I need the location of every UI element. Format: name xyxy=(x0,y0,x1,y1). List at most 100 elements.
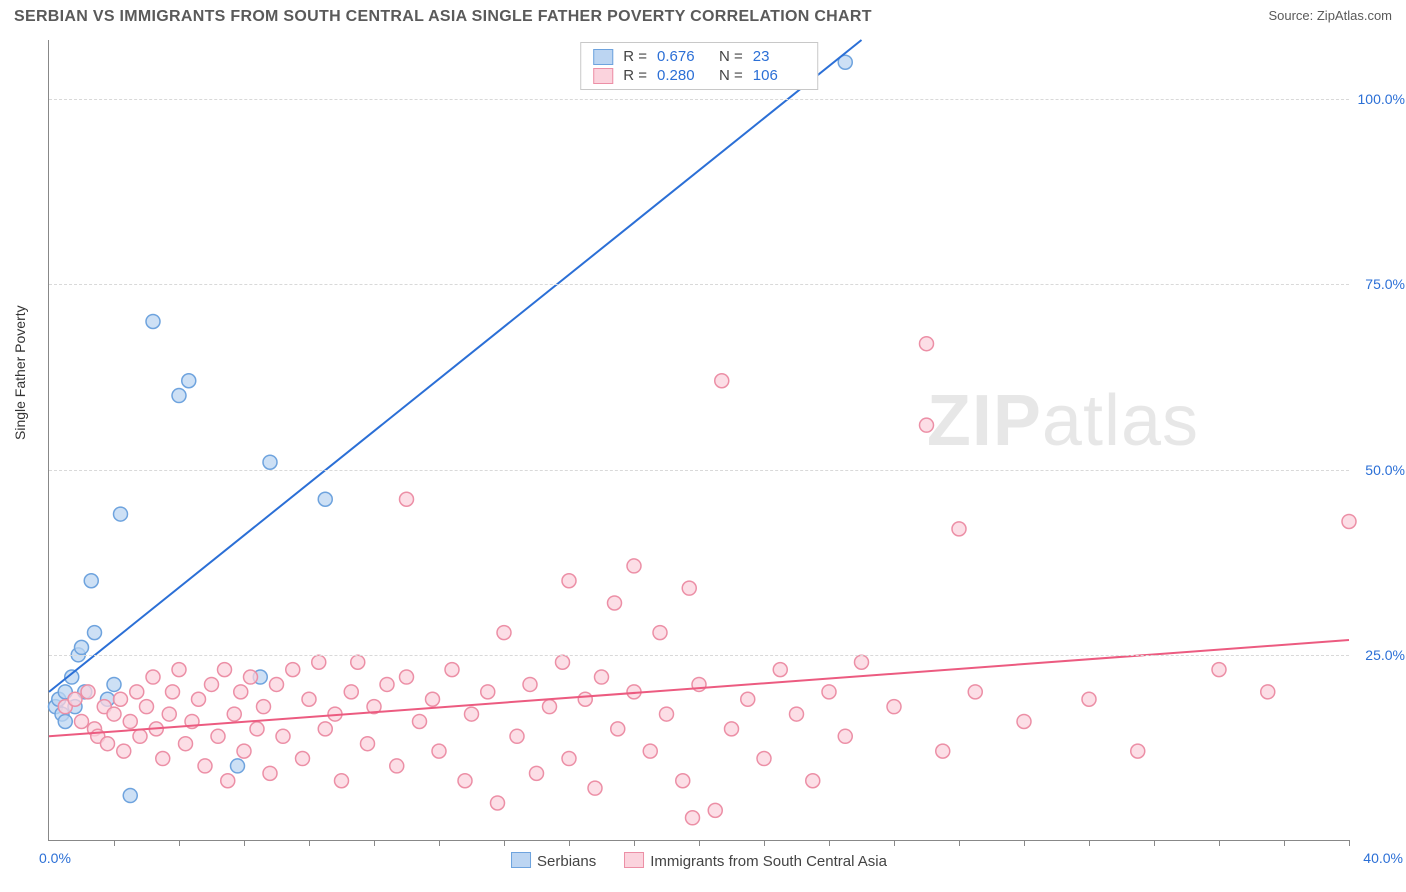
x-tick xyxy=(114,840,115,846)
data-point xyxy=(855,655,869,669)
data-point xyxy=(481,685,495,699)
gridline xyxy=(49,655,1349,656)
legend-swatch xyxy=(624,852,644,868)
data-point xyxy=(192,692,206,706)
data-point xyxy=(244,670,258,684)
data-point xyxy=(380,677,394,691)
title-bar: SERBIAN VS IMMIGRANTS FROM SOUTH CENTRAL… xyxy=(0,0,1406,30)
data-point xyxy=(133,729,147,743)
data-point xyxy=(627,559,641,573)
x-min-label: 0.0% xyxy=(39,850,71,866)
legend-swatch xyxy=(511,852,531,868)
x-tick xyxy=(829,840,830,846)
data-point xyxy=(318,492,332,506)
n-value: 106 xyxy=(753,67,805,84)
data-point xyxy=(335,774,349,788)
data-point xyxy=(276,729,290,743)
data-point xyxy=(81,685,95,699)
data-point xyxy=(608,596,622,610)
data-point xyxy=(465,707,479,721)
data-point xyxy=(952,522,966,536)
data-point xyxy=(920,337,934,351)
data-point xyxy=(838,729,852,743)
gridline xyxy=(49,99,1349,100)
data-point xyxy=(75,640,89,654)
data-point xyxy=(234,685,248,699)
data-point xyxy=(270,677,284,691)
data-point xyxy=(968,685,982,699)
data-point xyxy=(715,374,729,388)
data-point xyxy=(140,700,154,714)
data-point xyxy=(179,737,193,751)
data-point xyxy=(296,752,310,766)
data-point xyxy=(146,670,160,684)
data-point xyxy=(725,722,739,736)
data-point xyxy=(556,655,570,669)
x-tick xyxy=(179,840,180,846)
data-point xyxy=(562,752,576,766)
data-point xyxy=(107,677,121,691)
data-point xyxy=(1261,685,1275,699)
x-tick xyxy=(439,840,440,846)
data-point xyxy=(166,685,180,699)
data-point xyxy=(75,714,89,728)
r-value: 0.280 xyxy=(657,67,709,84)
data-point xyxy=(231,759,245,773)
x-tick xyxy=(699,840,700,846)
data-point xyxy=(156,752,170,766)
x-tick xyxy=(764,840,765,846)
data-point xyxy=(1082,692,1096,706)
data-point xyxy=(530,766,544,780)
data-point xyxy=(312,655,326,669)
data-point xyxy=(822,685,836,699)
n-label: N = xyxy=(719,67,743,84)
plot-area: ZIPatlas R =0.676N =23R =0.280N =106 Ser… xyxy=(48,40,1349,841)
x-tick xyxy=(1219,840,1220,846)
gridline xyxy=(49,470,1349,471)
x-tick xyxy=(1024,840,1025,846)
x-tick xyxy=(1154,840,1155,846)
data-point xyxy=(445,663,459,677)
x-tick xyxy=(504,840,505,846)
legend-series-label: Serbians xyxy=(537,853,596,870)
data-point xyxy=(887,700,901,714)
data-point xyxy=(344,685,358,699)
data-point xyxy=(390,759,404,773)
data-point xyxy=(510,729,524,743)
data-point xyxy=(172,389,186,403)
y-tick-label: 50.0% xyxy=(1365,462,1405,478)
data-point xyxy=(263,455,277,469)
n-value: 23 xyxy=(753,48,805,65)
data-point xyxy=(660,707,674,721)
data-point xyxy=(653,626,667,640)
data-point xyxy=(497,626,511,640)
data-point xyxy=(1131,744,1145,758)
data-point xyxy=(806,774,820,788)
x-max-label: 40.0% xyxy=(1363,850,1403,866)
data-point xyxy=(682,581,696,595)
data-point xyxy=(172,663,186,677)
x-tick xyxy=(1089,840,1090,846)
legend-correlation-row: R =0.280N =106 xyxy=(593,66,805,85)
data-point xyxy=(523,677,537,691)
data-point xyxy=(351,655,365,669)
scatter-svg xyxy=(49,40,1349,840)
data-point xyxy=(920,418,934,432)
n-label: N = xyxy=(719,48,743,65)
plot-wrap: Single Father Poverty ZIPatlas R =0.676N… xyxy=(48,40,1388,840)
r-label: R = xyxy=(623,48,647,65)
data-point xyxy=(400,492,414,506)
y-tick-label: 25.0% xyxy=(1365,647,1405,663)
data-point xyxy=(101,737,115,751)
data-point xyxy=(757,752,771,766)
data-point xyxy=(1212,663,1226,677)
data-point xyxy=(773,663,787,677)
x-tick xyxy=(309,840,310,846)
data-point xyxy=(595,670,609,684)
data-point xyxy=(286,663,300,677)
data-point xyxy=(741,692,755,706)
data-point xyxy=(198,759,212,773)
source-label: Source: ZipAtlas.com xyxy=(1268,8,1392,23)
data-point xyxy=(146,314,160,328)
data-point xyxy=(107,707,121,721)
